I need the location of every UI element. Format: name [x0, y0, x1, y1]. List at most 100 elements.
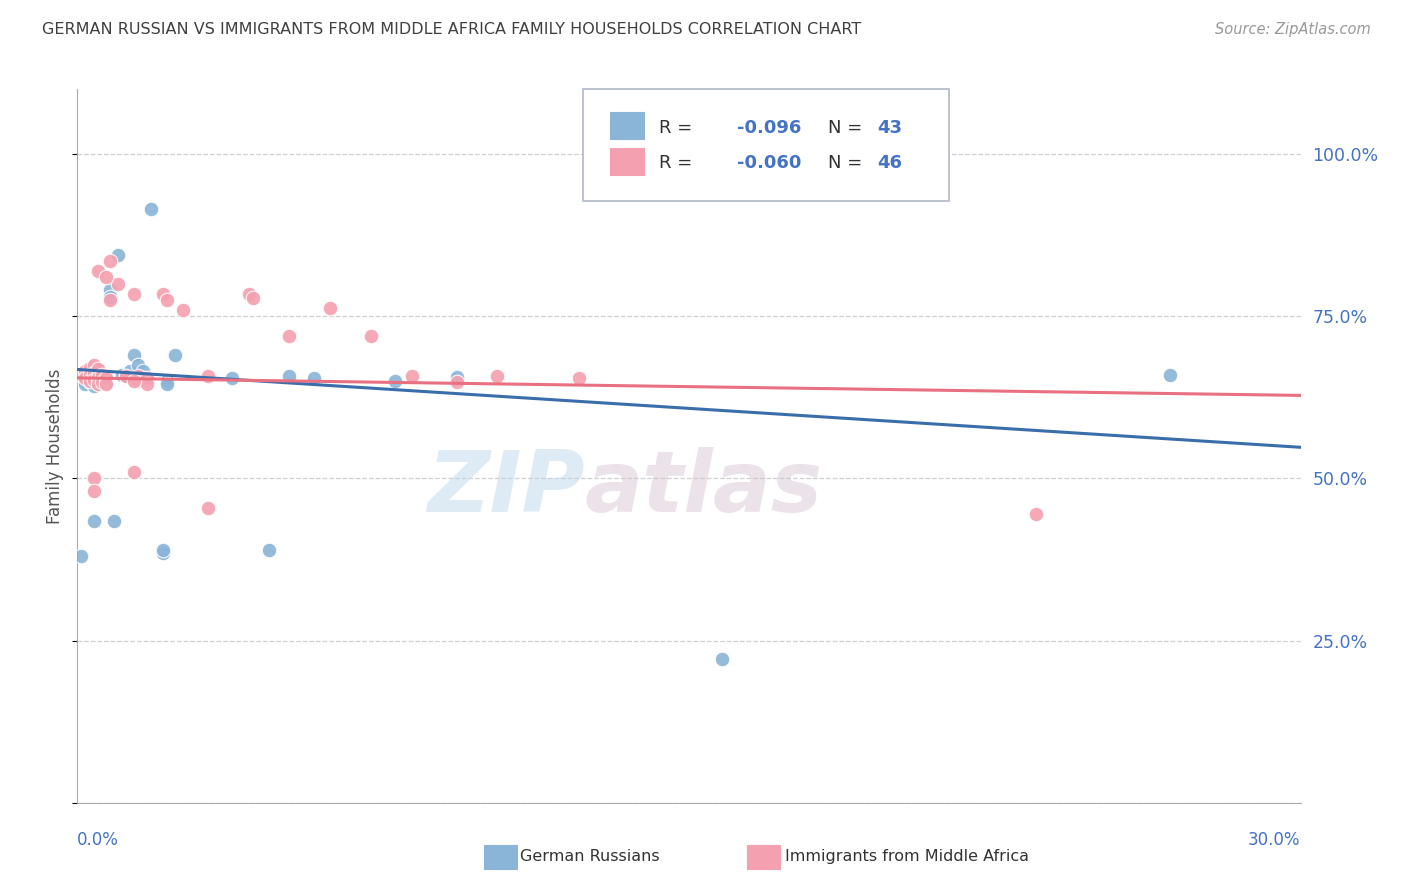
Point — [83, 378, 105, 392]
Point — [83, 374, 105, 388]
Text: 0.0%: 0.0% — [77, 831, 120, 849]
Point — [79, 371, 101, 385]
Point — [87, 362, 110, 376]
Point — [1025, 507, 1047, 521]
Point — [79, 361, 101, 376]
Point — [90, 371, 112, 385]
Point — [384, 374, 406, 388]
Text: 30.0%: 30.0% — [1249, 831, 1301, 849]
Point — [83, 367, 105, 381]
Point — [124, 374, 146, 388]
Point — [94, 371, 117, 385]
Text: German Russians: German Russians — [520, 849, 659, 863]
Point — [124, 465, 146, 479]
Point — [75, 377, 97, 392]
Text: Immigrants from Middle Africa: Immigrants from Middle Africa — [785, 849, 1029, 863]
Point — [710, 652, 733, 666]
Point — [70, 549, 93, 564]
Point — [319, 301, 342, 316]
Point — [1159, 368, 1181, 382]
Point — [111, 368, 134, 382]
Point — [107, 277, 129, 291]
Point — [238, 286, 260, 301]
Point — [94, 270, 117, 285]
Point — [90, 376, 112, 390]
Text: R =: R = — [659, 154, 693, 172]
Point — [139, 202, 162, 217]
Point — [131, 371, 153, 385]
Point — [197, 500, 219, 515]
Text: Source: ZipAtlas.com: Source: ZipAtlas.com — [1215, 22, 1371, 37]
Point — [152, 542, 174, 557]
Point — [94, 368, 117, 383]
Text: -0.096: -0.096 — [737, 119, 801, 136]
Point — [79, 376, 101, 390]
Point — [103, 514, 125, 528]
Point — [98, 254, 121, 268]
Point — [98, 293, 121, 307]
Point — [401, 368, 423, 383]
Point — [70, 368, 93, 382]
Text: R =: R = — [659, 119, 693, 136]
Point — [115, 368, 138, 383]
Point — [360, 328, 382, 343]
Point — [107, 247, 129, 261]
Point — [94, 377, 117, 392]
Point — [128, 368, 150, 383]
Point — [446, 369, 468, 384]
Point — [278, 368, 301, 383]
Point — [115, 368, 138, 383]
Point — [75, 371, 97, 385]
Text: ZIP: ZIP — [427, 447, 585, 531]
Point — [446, 376, 468, 390]
Point — [152, 286, 174, 301]
Point — [128, 374, 150, 388]
Point — [90, 376, 112, 390]
Point — [70, 368, 93, 382]
Point — [98, 290, 121, 304]
Point — [75, 364, 97, 378]
Point — [79, 368, 101, 382]
Text: 46: 46 — [877, 154, 903, 172]
Point — [156, 374, 179, 388]
Text: atlas: atlas — [585, 447, 823, 531]
Point — [83, 368, 105, 382]
Point — [87, 368, 110, 383]
Point — [568, 371, 591, 385]
Point — [135, 371, 157, 385]
Text: N =: N = — [828, 154, 862, 172]
Point — [98, 283, 121, 297]
Point — [486, 368, 509, 383]
Point — [135, 377, 157, 392]
Point — [90, 368, 112, 382]
Point — [278, 328, 301, 343]
Point — [79, 364, 101, 378]
Text: GERMAN RUSSIAN VS IMMIGRANTS FROM MIDDLE AFRICA FAMILY HOUSEHOLDS CORRELATION CH: GERMAN RUSSIAN VS IMMIGRANTS FROM MIDDLE… — [42, 22, 862, 37]
Point — [83, 471, 105, 485]
Point — [87, 371, 110, 385]
Point — [120, 364, 142, 378]
Text: N =: N = — [828, 119, 862, 136]
Point — [75, 371, 97, 385]
Point — [83, 373, 105, 387]
Point — [197, 368, 219, 383]
Text: -0.060: -0.060 — [737, 154, 801, 172]
Point — [172, 302, 194, 317]
Point — [156, 293, 179, 307]
Point — [87, 362, 110, 376]
Point — [156, 377, 179, 392]
Point — [124, 348, 146, 362]
Point — [152, 546, 174, 560]
Point — [257, 542, 280, 557]
Point — [94, 376, 117, 390]
Point — [302, 371, 325, 385]
Point — [131, 364, 153, 378]
Point — [83, 358, 105, 372]
Y-axis label: Family Households: Family Households — [46, 368, 65, 524]
Point — [124, 286, 146, 301]
Point — [79, 374, 101, 388]
Point — [128, 358, 150, 372]
Point — [87, 264, 110, 278]
Point — [242, 291, 264, 305]
Point — [87, 377, 110, 392]
